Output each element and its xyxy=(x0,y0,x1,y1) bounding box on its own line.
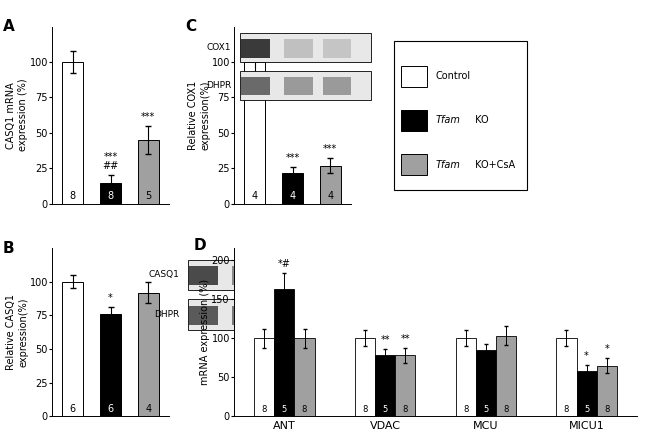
Bar xyxy=(375,355,395,416)
Bar xyxy=(284,39,313,58)
Text: **: ** xyxy=(400,334,410,344)
Bar xyxy=(232,306,261,325)
Text: B: B xyxy=(3,241,14,256)
Text: ***: *** xyxy=(141,112,155,121)
Bar xyxy=(294,338,315,416)
Text: D: D xyxy=(194,238,206,253)
Bar xyxy=(320,166,341,204)
Bar xyxy=(577,371,597,416)
Bar xyxy=(322,39,351,58)
Bar xyxy=(240,33,371,62)
Bar xyxy=(100,314,121,416)
Bar xyxy=(395,355,415,416)
Text: Control: Control xyxy=(436,71,471,81)
Text: DHPR: DHPR xyxy=(206,81,231,90)
Bar xyxy=(254,338,274,416)
Bar xyxy=(241,39,270,58)
Text: KO: KO xyxy=(471,116,488,125)
Bar xyxy=(274,289,294,416)
Text: 8: 8 xyxy=(402,405,408,414)
Text: 8: 8 xyxy=(604,405,610,414)
Text: 4: 4 xyxy=(252,191,258,201)
Text: *: * xyxy=(604,344,609,354)
Text: KO+CsA: KO+CsA xyxy=(471,160,515,170)
Text: 8: 8 xyxy=(302,405,307,414)
Text: COX1: COX1 xyxy=(207,43,231,52)
Bar xyxy=(240,71,371,100)
Y-axis label: CASQ1 mRNA
expression (%): CASQ1 mRNA expression (%) xyxy=(6,79,28,152)
Bar xyxy=(355,338,375,416)
Text: 8: 8 xyxy=(261,405,267,414)
Text: 8: 8 xyxy=(564,405,569,414)
Text: 8: 8 xyxy=(362,405,368,414)
Text: ***: *** xyxy=(285,153,300,163)
Bar xyxy=(244,62,265,204)
Bar xyxy=(556,338,577,416)
Bar xyxy=(402,110,427,131)
Text: DHPR: DHPR xyxy=(154,310,179,319)
Bar xyxy=(284,77,313,95)
Text: 5: 5 xyxy=(382,405,388,414)
Bar xyxy=(282,173,303,204)
Bar xyxy=(270,306,299,325)
Text: 8: 8 xyxy=(503,405,509,414)
Text: 5: 5 xyxy=(145,191,151,201)
Bar xyxy=(402,154,427,175)
Text: *#: *# xyxy=(278,259,291,269)
Y-axis label: Relative COX1
expression(%): Relative COX1 expression(%) xyxy=(188,81,210,150)
Text: *: * xyxy=(584,351,589,361)
Bar xyxy=(188,299,319,330)
Text: 8: 8 xyxy=(107,191,114,201)
Text: 5: 5 xyxy=(483,405,489,414)
Bar xyxy=(476,350,496,416)
Bar xyxy=(241,77,270,95)
Bar xyxy=(100,183,121,204)
Text: 8: 8 xyxy=(463,405,469,414)
Text: C: C xyxy=(185,19,196,35)
Text: ***
##: *** ## xyxy=(103,152,119,171)
Text: 8: 8 xyxy=(70,191,76,201)
Text: **: ** xyxy=(380,335,390,345)
Bar xyxy=(62,282,83,416)
Text: A: A xyxy=(3,19,14,35)
Text: 4: 4 xyxy=(145,404,151,414)
Y-axis label: Relative CASQ1
expression(%): Relative CASQ1 expression(%) xyxy=(6,294,28,370)
Bar xyxy=(189,266,218,285)
Text: ***: *** xyxy=(323,144,337,154)
Bar xyxy=(62,62,83,204)
Bar xyxy=(189,306,218,325)
Bar xyxy=(456,338,476,416)
Bar xyxy=(402,66,427,87)
Text: *: * xyxy=(108,293,113,303)
Text: Tfam: Tfam xyxy=(436,160,461,170)
Text: 5: 5 xyxy=(584,405,590,414)
Bar xyxy=(597,365,617,416)
Bar xyxy=(188,260,319,290)
Bar xyxy=(322,77,351,95)
Text: CASQ1: CASQ1 xyxy=(148,270,179,279)
Text: 4: 4 xyxy=(327,191,333,201)
Y-axis label: mRNA expression (%): mRNA expression (%) xyxy=(200,279,210,385)
Bar xyxy=(232,266,261,285)
Text: 6: 6 xyxy=(107,404,114,414)
Text: 5: 5 xyxy=(281,405,287,414)
Bar xyxy=(138,140,159,204)
Bar xyxy=(496,336,516,416)
Text: 4: 4 xyxy=(289,191,296,201)
Bar xyxy=(270,266,299,285)
Text: Tfam: Tfam xyxy=(436,116,461,125)
Bar xyxy=(395,41,527,190)
Text: 6: 6 xyxy=(70,404,76,414)
Bar xyxy=(138,292,159,416)
